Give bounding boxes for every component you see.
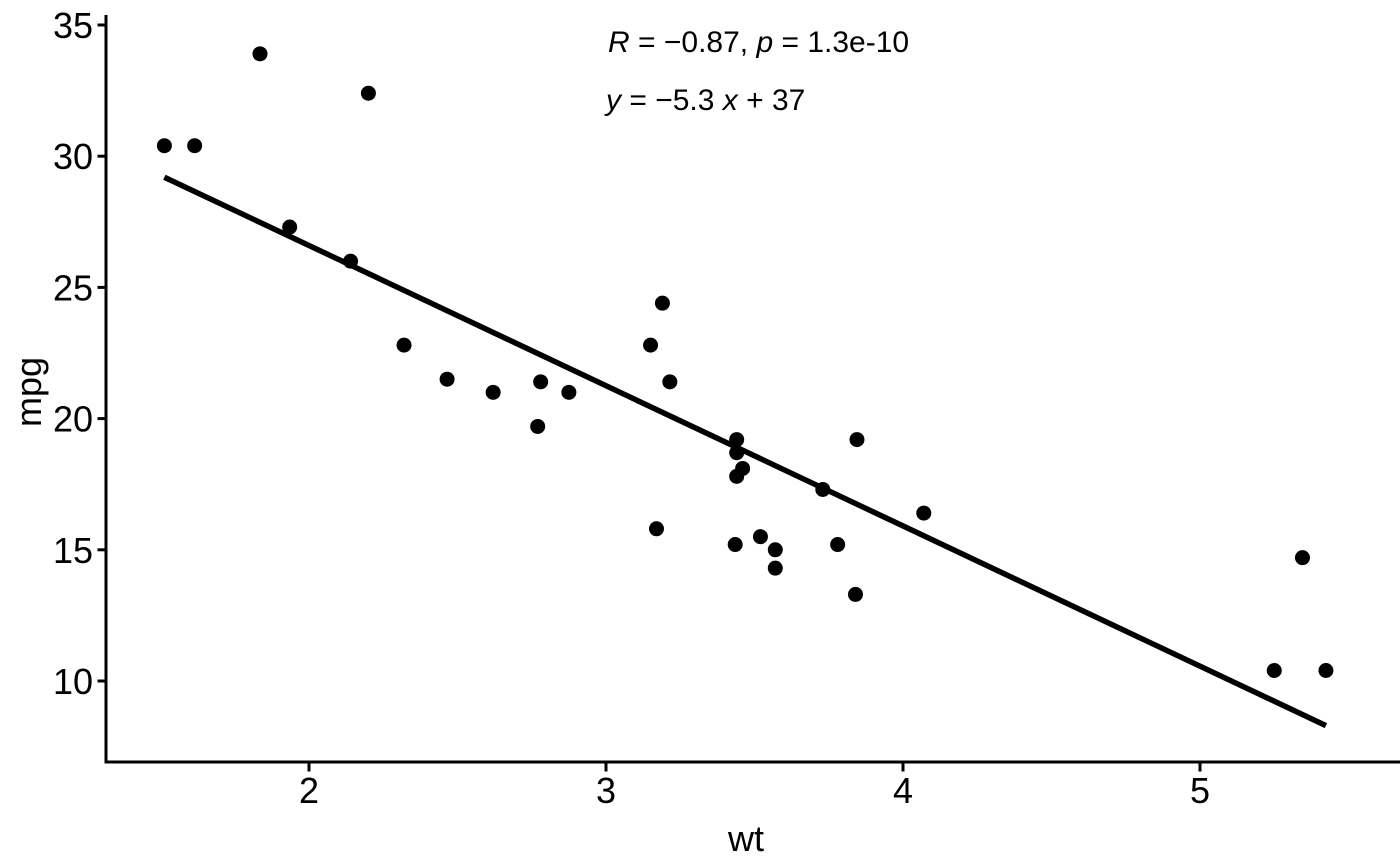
correlation-annotation: R = −0.87, p = 1.3e-10 xyxy=(608,26,909,59)
x-tick-label: 3 xyxy=(596,770,616,811)
data-point xyxy=(767,560,783,576)
data-point xyxy=(849,432,865,448)
data-point xyxy=(729,445,745,461)
annotation-layer: R = −0.87, p = 1.3e-10 y = −5.3 x + 37 xyxy=(604,26,909,117)
data-point xyxy=(729,432,745,448)
y-axis-title: mpg xyxy=(8,357,49,427)
y-tick-label: 20 xyxy=(53,399,93,440)
y-tick-label: 15 xyxy=(53,530,93,571)
data-point xyxy=(485,384,501,400)
data-point xyxy=(1266,663,1282,679)
y-tick-label: 30 xyxy=(53,136,93,177)
data-point xyxy=(439,371,455,387)
data-point xyxy=(252,46,268,62)
data-point xyxy=(648,521,664,537)
data-point xyxy=(727,537,743,553)
data-point xyxy=(830,537,846,553)
data-point xyxy=(360,85,376,101)
x-tick-label: 2 xyxy=(299,770,319,811)
data-point xyxy=(1318,663,1334,679)
x-axis-title: wt xyxy=(727,818,764,859)
y-tick-label: 10 xyxy=(53,661,93,702)
equation-annotation: y = −5.3 x + 37 xyxy=(604,84,805,117)
data-point xyxy=(187,138,203,154)
data-point xyxy=(654,295,670,311)
data-point xyxy=(282,219,298,235)
data-point xyxy=(767,542,783,558)
data-point xyxy=(815,481,831,497)
y-tick-label: 25 xyxy=(53,267,93,308)
data-point xyxy=(847,586,863,602)
data-point xyxy=(343,253,359,269)
data-layer xyxy=(156,46,1334,729)
data-point xyxy=(752,529,768,545)
data-point xyxy=(156,138,172,154)
x-tick-label: 4 xyxy=(893,770,913,811)
data-point xyxy=(396,337,412,353)
data-point xyxy=(561,384,577,400)
data-point xyxy=(643,337,659,353)
regression-line xyxy=(163,174,1328,729)
data-point xyxy=(916,505,932,521)
data-point xyxy=(729,468,745,484)
data-point xyxy=(530,418,546,434)
axes-layer: 2 3 4 5 10 15 20 25 30 35 xyxy=(53,5,1400,811)
y-tick-label: 35 xyxy=(53,5,93,46)
data-point xyxy=(662,374,678,390)
data-point xyxy=(1294,550,1310,566)
x-tick-label: 5 xyxy=(1190,770,1210,811)
data-point xyxy=(533,374,549,390)
